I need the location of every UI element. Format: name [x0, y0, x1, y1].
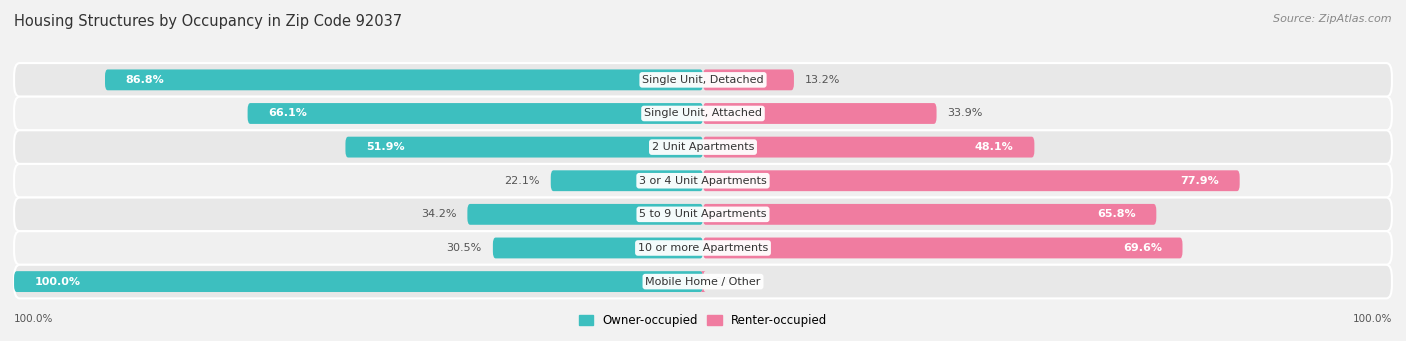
Text: 65.8%: 65.8% [1097, 209, 1136, 219]
Text: Housing Structures by Occupancy in Zip Code 92037: Housing Structures by Occupancy in Zip C… [14, 14, 402, 29]
FancyBboxPatch shape [247, 103, 703, 124]
Text: 2 Unit Apartments: 2 Unit Apartments [652, 142, 754, 152]
Text: 100.0%: 100.0% [1353, 314, 1392, 324]
Text: 22.1%: 22.1% [505, 176, 540, 186]
FancyBboxPatch shape [703, 103, 936, 124]
FancyBboxPatch shape [494, 238, 703, 258]
FancyBboxPatch shape [14, 231, 1392, 265]
Text: 30.5%: 30.5% [447, 243, 482, 253]
FancyBboxPatch shape [14, 197, 1392, 231]
FancyBboxPatch shape [14, 97, 1392, 130]
FancyBboxPatch shape [703, 137, 1035, 158]
Text: 100.0%: 100.0% [35, 277, 80, 286]
Text: 48.1%: 48.1% [974, 142, 1014, 152]
FancyBboxPatch shape [700, 271, 706, 292]
Text: 10 or more Apartments: 10 or more Apartments [638, 243, 768, 253]
Text: 3 or 4 Unit Apartments: 3 or 4 Unit Apartments [640, 176, 766, 186]
Text: 66.1%: 66.1% [269, 108, 307, 118]
Text: Mobile Home / Other: Mobile Home / Other [645, 277, 761, 286]
Text: 51.9%: 51.9% [366, 142, 405, 152]
Text: 34.2%: 34.2% [420, 209, 457, 219]
FancyBboxPatch shape [551, 170, 703, 191]
FancyBboxPatch shape [703, 70, 794, 90]
FancyBboxPatch shape [14, 130, 1392, 164]
Text: Source: ZipAtlas.com: Source: ZipAtlas.com [1274, 14, 1392, 24]
FancyBboxPatch shape [14, 271, 703, 292]
FancyBboxPatch shape [346, 137, 703, 158]
FancyBboxPatch shape [14, 265, 1392, 298]
Text: 69.6%: 69.6% [1123, 243, 1161, 253]
Text: 77.9%: 77.9% [1180, 176, 1219, 186]
Text: 33.9%: 33.9% [948, 108, 983, 118]
Legend: Owner-occupied, Renter-occupied: Owner-occupied, Renter-occupied [574, 309, 832, 332]
FancyBboxPatch shape [14, 63, 1392, 97]
FancyBboxPatch shape [703, 170, 1240, 191]
Text: Single Unit, Detached: Single Unit, Detached [643, 75, 763, 85]
FancyBboxPatch shape [105, 70, 703, 90]
Text: 0.0%: 0.0% [714, 277, 742, 286]
Text: 13.2%: 13.2% [806, 75, 841, 85]
FancyBboxPatch shape [703, 238, 1182, 258]
Text: 100.0%: 100.0% [14, 314, 53, 324]
FancyBboxPatch shape [14, 164, 1392, 197]
FancyBboxPatch shape [467, 204, 703, 225]
FancyBboxPatch shape [703, 204, 1156, 225]
Text: Single Unit, Attached: Single Unit, Attached [644, 108, 762, 118]
Text: 5 to 9 Unit Apartments: 5 to 9 Unit Apartments [640, 209, 766, 219]
Text: 86.8%: 86.8% [125, 75, 165, 85]
